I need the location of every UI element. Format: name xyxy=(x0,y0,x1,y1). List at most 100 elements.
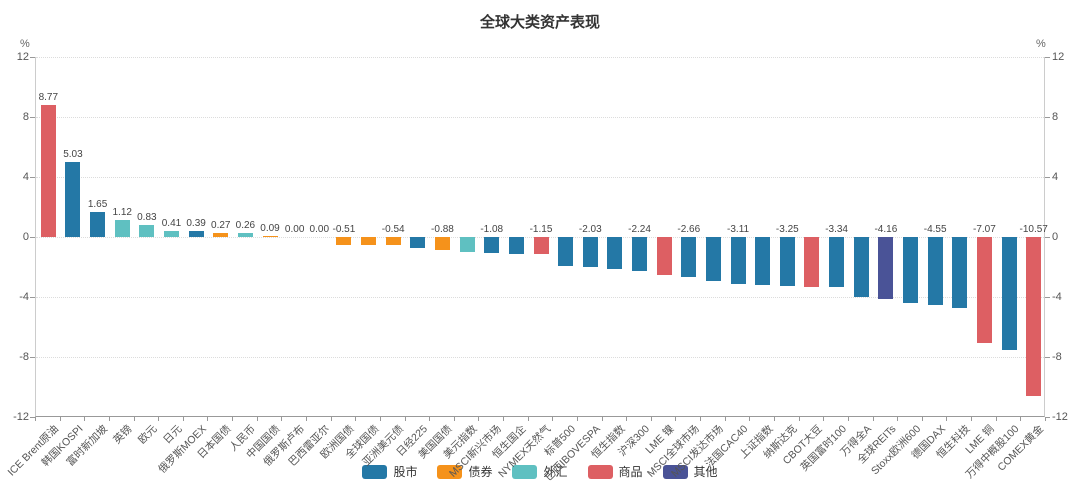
bar[interactable] xyxy=(434,237,450,251)
bar-value-label: -10.57 xyxy=(1019,224,1048,235)
legend-label: 其他 xyxy=(693,465,718,479)
legend-label: 股市 xyxy=(393,465,418,479)
bar-value-label: -0.54 xyxy=(381,224,405,235)
y-tick-label: -8 xyxy=(19,351,29,363)
bar[interactable] xyxy=(188,231,204,237)
x-axis-tick xyxy=(35,417,36,421)
legend-label: 外汇 xyxy=(543,465,568,479)
y-tick-label: -12 xyxy=(13,411,29,423)
bar[interactable] xyxy=(163,230,179,237)
x-axis-tick xyxy=(946,417,948,421)
y-axis-tick xyxy=(30,117,35,118)
y-axis-tick xyxy=(1045,357,1050,358)
x-axis-tick xyxy=(207,417,209,421)
y-tick-label: -4 xyxy=(19,291,29,303)
y-tick-label: 8 xyxy=(1052,111,1059,123)
bar[interactable] xyxy=(582,237,598,268)
x-axis-tick xyxy=(429,417,431,421)
bar-value-label: -1.15 xyxy=(529,224,553,235)
y-tick-label: -4 xyxy=(1052,291,1062,303)
bar[interactable] xyxy=(484,237,500,254)
bar-value-label: 0.00 xyxy=(309,224,330,235)
gridline xyxy=(36,297,1046,298)
bar[interactable] xyxy=(459,237,475,252)
x-axis-tick xyxy=(774,417,776,421)
x-axis-tick xyxy=(872,417,874,421)
y-axis-tick xyxy=(30,297,35,298)
legend-item-commodity[interactable]: 商品 xyxy=(587,463,643,480)
bar-value-label: -2.24 xyxy=(628,224,651,235)
y-axis-tick xyxy=(1045,297,1050,298)
bar[interactable] xyxy=(607,237,623,269)
bar[interactable] xyxy=(1001,237,1017,350)
bar[interactable] xyxy=(681,237,697,277)
bar-value-label: -3.11 xyxy=(727,224,750,235)
bar[interactable] xyxy=(385,237,401,246)
bar[interactable] xyxy=(1026,237,1042,396)
bar[interactable] xyxy=(410,237,426,248)
bar[interactable] xyxy=(779,237,795,286)
bar[interactable] xyxy=(927,237,943,306)
y-axis-tick xyxy=(1045,117,1050,118)
bar[interactable] xyxy=(508,237,524,254)
bar[interactable] xyxy=(656,237,672,275)
x-axis-tick xyxy=(823,417,825,421)
x-axis-tick xyxy=(749,417,751,421)
bar[interactable] xyxy=(237,233,253,237)
bar[interactable] xyxy=(730,237,746,284)
bar[interactable] xyxy=(804,237,820,287)
y-tick-label: 12 xyxy=(1052,51,1065,63)
bar[interactable] xyxy=(40,105,56,237)
y-axis-tick xyxy=(1045,177,1050,178)
x-axis-tick xyxy=(355,417,357,421)
x-axis-tick xyxy=(921,417,923,421)
x-axis-tick xyxy=(798,417,800,421)
bar-value-label: 1.65 xyxy=(87,199,108,211)
bar-value-label: 0.00 xyxy=(284,224,305,235)
legend-item-fx[interactable]: 外汇 xyxy=(512,463,568,480)
x-axis-tick xyxy=(897,417,899,421)
x-axis-tick xyxy=(1045,417,1046,421)
chart-title: 全球大类资产表现 xyxy=(479,14,600,31)
bar[interactable] xyxy=(878,237,894,300)
legend-item-other[interactable]: 其他 xyxy=(662,463,718,480)
y-axis-unit-left: % xyxy=(20,38,30,50)
bar-value-label: -0.88 xyxy=(431,224,454,235)
bar-value-label: -7.07 xyxy=(973,224,996,235)
bar[interactable] xyxy=(361,237,377,245)
bar[interactable] xyxy=(262,235,278,237)
x-axis-label: 英镑 xyxy=(111,423,135,447)
x-axis-tick xyxy=(601,417,603,421)
y-tick-label: 0 xyxy=(22,231,29,243)
legend-item-bond[interactable]: 债券 xyxy=(437,463,492,480)
plot-area: 8.77 5.03 1.65 1.12 0.83 0.41 0.39 0.27 0.26 0.09… xyxy=(35,57,1048,417)
x-axis-tick xyxy=(232,417,234,421)
y-axis-tick xyxy=(30,57,35,58)
bar[interactable] xyxy=(829,237,845,288)
legend-item-stock[interactable]: 股市 xyxy=(362,463,417,480)
bar[interactable] xyxy=(533,237,549,255)
bar[interactable] xyxy=(558,237,574,266)
bar[interactable] xyxy=(90,212,106,237)
bar[interactable] xyxy=(139,224,155,237)
bar[interactable] xyxy=(65,161,81,237)
bar[interactable] xyxy=(952,237,968,309)
bar[interactable] xyxy=(213,232,229,237)
legend-label: 债券 xyxy=(468,465,493,479)
bar[interactable] xyxy=(336,237,352,245)
bar[interactable] xyxy=(755,237,771,285)
x-axis-tick xyxy=(404,417,406,421)
x-axis-tick xyxy=(379,417,381,421)
bar-value-label: 0.26 xyxy=(235,220,256,232)
bar[interactable] xyxy=(705,237,721,281)
bar[interactable] xyxy=(853,237,869,297)
x-axis-tick xyxy=(84,417,86,421)
bar[interactable] xyxy=(632,237,648,271)
bar[interactable] xyxy=(976,237,992,344)
bar[interactable] xyxy=(903,237,918,303)
bar[interactable] xyxy=(114,220,130,237)
bar-value-label: 0.41 xyxy=(161,217,182,229)
bar-value-label: 0.39 xyxy=(186,218,206,230)
bar-value-label: 8.77 xyxy=(38,92,59,104)
